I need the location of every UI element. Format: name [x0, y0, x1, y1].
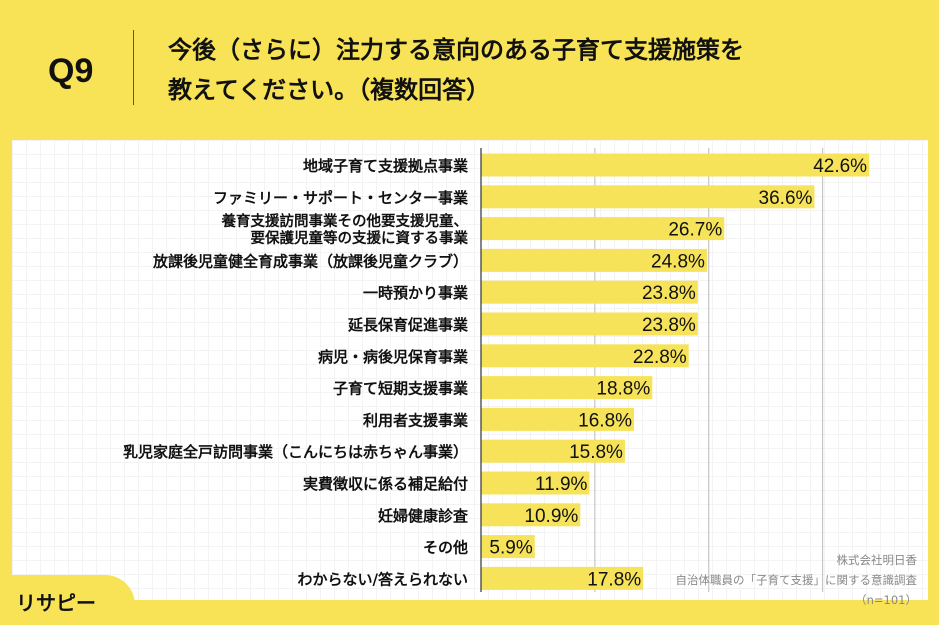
data-label: 18.8%: [596, 379, 650, 400]
category-label: 乳児家庭全戸訪問事業（こんにちは赤ちゃん事業）: [123, 443, 468, 461]
bar: [481, 248, 707, 272]
logo-text: リサピー: [16, 591, 96, 615]
category-label: わからない/答えられない: [298, 570, 468, 588]
bar: [481, 535, 535, 559]
source-survey: 自治体職員の「子育て支援」に関する意識調査: [675, 573, 918, 587]
category-label: 一時預かり事業: [363, 284, 469, 302]
bar: [481, 376, 653, 400]
category-label: ファミリー・サポート・センター事業: [213, 189, 469, 207]
category-label: 実費徴収に係る補足給付: [303, 475, 468, 493]
bar: [481, 503, 581, 527]
data-label: 15.8%: [569, 442, 623, 463]
bar: [481, 312, 698, 336]
data-label: 22.8%: [633, 347, 687, 368]
data-label: 5.9%: [489, 538, 532, 559]
bar: [481, 280, 698, 304]
category-label: 延長保育促進事業: [347, 316, 469, 334]
data-label: 16.8%: [578, 410, 632, 431]
category-label: 地域子育て支援拠点事業: [303, 157, 469, 175]
question-number: Q9: [48, 52, 94, 90]
source-n: （n=101）: [855, 593, 917, 607]
category-label: 要保護児童等の支援に資する事業: [251, 229, 469, 247]
category-label: 子育て短期支援事業: [333, 380, 469, 398]
bar: [481, 566, 644, 590]
source-company: 株式会社明日香: [836, 553, 918, 567]
category-label: 利用者支援事業: [363, 411, 469, 429]
title-line-2: 教えてください。（複数回答）: [168, 76, 491, 104]
data-label: 23.8%: [642, 315, 696, 336]
chart-panel: [12, 140, 928, 600]
page-title: 今後（さらに）注力する意向のある子育て支援施策を 教えてください。（複数回答）: [168, 30, 744, 110]
title-line-1: 今後（さらに）注力する意向のある子育て支援施策を: [168, 36, 744, 64]
bar: [481, 344, 689, 368]
category-label: その他: [423, 539, 468, 557]
data-label: 42.6%: [813, 156, 867, 177]
data-label: 10.9%: [524, 506, 578, 527]
data-label: 36.6%: [759, 188, 813, 209]
divider: [133, 30, 134, 105]
data-label: 24.8%: [651, 251, 705, 272]
bar: [481, 407, 635, 431]
logo: リサピー: [0, 575, 135, 625]
bar: [481, 439, 625, 463]
data-label: 17.8%: [587, 569, 641, 590]
data-label: 11.9%: [535, 474, 588, 495]
data-label: 23.8%: [642, 283, 696, 304]
category-label: 妊婦健康診査: [378, 507, 469, 525]
bar: [481, 153, 870, 177]
source-note: 株式会社明日香 自治体職員の「子育て支援」に関する意識調査 （n=101）: [676, 550, 918, 610]
category-label: 放課後児童健全育成事業（放課後児童クラブ）: [152, 252, 468, 270]
bar: [481, 217, 725, 241]
bar: [481, 471, 590, 495]
category-label: 養育支援訪問事業その他要支援児童、: [221, 212, 469, 230]
bar: [481, 185, 815, 209]
data-label: 26.7%: [668, 220, 722, 241]
category-label: 病児・病後児保育事業: [318, 348, 469, 366]
